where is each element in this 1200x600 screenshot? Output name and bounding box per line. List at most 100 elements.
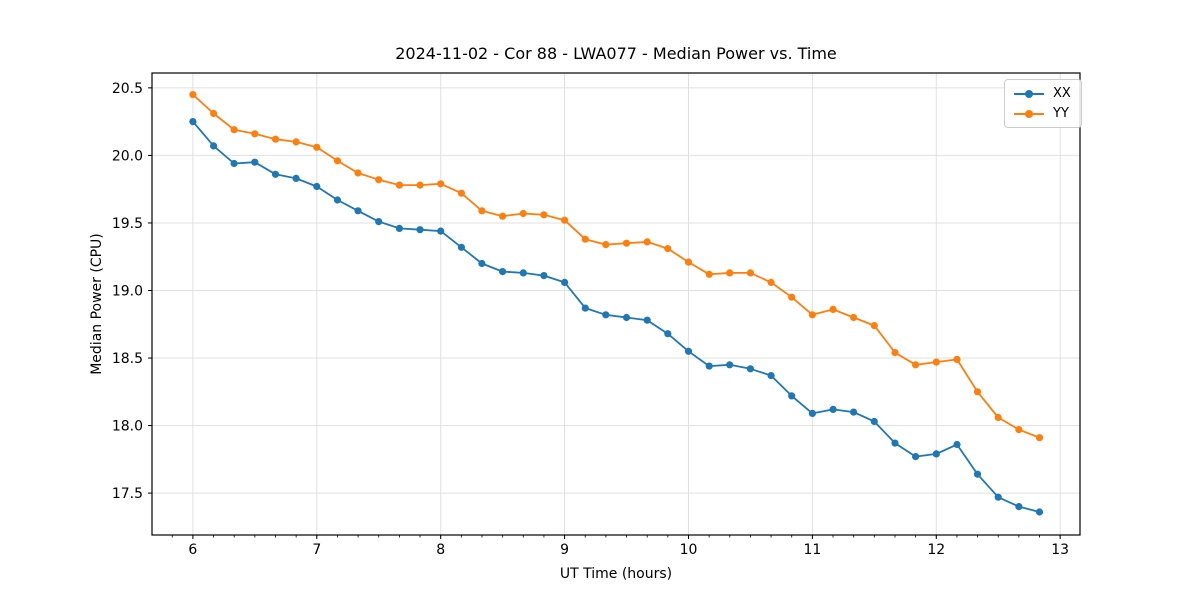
series-yy-marker [561, 216, 569, 224]
series-yy-marker [210, 109, 218, 118]
series-yy-marker [540, 211, 548, 219]
series-yy-marker [705, 270, 713, 278]
series-yy-marker [850, 313, 858, 322]
series-yy-marker [891, 349, 899, 357]
series-xx-marker [808, 409, 817, 417]
series-yy-marker [994, 413, 1002, 422]
series-yy-marker [581, 235, 589, 243]
series-yy-marker [726, 269, 734, 277]
series-xx-marker [499, 268, 507, 276]
y-tick-label: 19.0 [112, 283, 143, 299]
x-tick-label: 7 [312, 542, 321, 558]
x-tick-label: 10 [680, 542, 698, 558]
series-xx-marker [189, 118, 197, 126]
series-xx-marker [622, 313, 631, 322]
x-tick-label: 11 [803, 542, 821, 558]
series-xx-marker [746, 365, 755, 373]
series-xx-marker [891, 439, 899, 447]
legend-label-xx: XX [1053, 86, 1071, 101]
series-xx-marker [932, 450, 940, 458]
series-yy-marker [973, 388, 982, 396]
y-tick-label: 19.5 [112, 216, 143, 232]
series-yy-marker [478, 207, 486, 215]
series-xx-marker [767, 372, 775, 380]
series-yy-marker [230, 126, 238, 134]
series-yy-marker [1015, 426, 1023, 434]
series-xx-marker [643, 316, 651, 324]
series-xx-line [192, 121, 1040, 513]
series-xx-marker [581, 304, 589, 312]
series-xx-marker [416, 226, 424, 234]
series-yy-marker [1035, 434, 1044, 442]
legend-label-yy: YY [1053, 106, 1069, 121]
series-yy-marker [602, 241, 610, 249]
series-yy-marker [746, 269, 755, 277]
series-yy-marker [251, 130, 259, 138]
series-xx-marker [561, 278, 569, 286]
y-tick-label: 18.0 [112, 419, 143, 435]
series-yy-marker [684, 258, 693, 266]
series-yy-marker [437, 180, 445, 188]
series-xx-marker [705, 362, 713, 370]
series-xx-marker [437, 227, 445, 235]
y-tick-label: 17.5 [112, 486, 143, 502]
legend-line-marker-icon [1014, 86, 1044, 101]
series-xx-marker [973, 470, 982, 478]
x-tick-label: 8 [436, 542, 445, 558]
series-yy-marker [622, 239, 631, 247]
series-yy-marker [416, 181, 424, 189]
legend-item-yy: YY [1014, 106, 1071, 121]
x-tick-label: 9 [560, 542, 569, 558]
series-xx-marker [478, 259, 486, 268]
legend-dot-sample [1025, 109, 1033, 118]
series-xx-marker [829, 405, 837, 413]
legend-item-xx: XX [1014, 86, 1071, 101]
x-tick-label: 12 [927, 542, 945, 558]
series-xx-marker [850, 408, 858, 416]
series-xx-marker [726, 361, 734, 369]
series-xx-marker [230, 159, 238, 168]
legend-line-marker-icon [1014, 106, 1044, 121]
series-yy-marker [292, 138, 300, 146]
series-yy-marker [519, 209, 527, 218]
series-xx-marker [664, 330, 672, 338]
series-yy-marker [767, 278, 775, 286]
series-xx-marker [271, 170, 280, 178]
x-tick-label: 13 [1051, 542, 1069, 558]
series-yy-marker [808, 311, 817, 319]
series-xx-marker [1035, 508, 1044, 516]
series-yy-marker [189, 91, 197, 99]
series-xx-marker [251, 158, 259, 166]
series-xx-marker [684, 347, 693, 355]
series-xx-marker [953, 440, 961, 449]
y-tick-label: 20.5 [112, 81, 143, 97]
series-xx-marker [457, 243, 465, 251]
series-yy-marker [953, 355, 961, 363]
series-yy-marker [333, 157, 342, 165]
legend: XX YY [1004, 79, 1082, 128]
series-yy-marker [499, 212, 507, 220]
series-xx-marker [994, 493, 1002, 501]
series-xx-marker [1015, 503, 1023, 511]
series-yy-marker [788, 293, 796, 301]
series-yy-line [192, 93, 1040, 439]
y-tick-label: 20.0 [112, 148, 143, 164]
series-xx-marker [210, 142, 218, 150]
series-xx-marker [395, 224, 403, 232]
series-yy-marker [664, 245, 672, 253]
series-yy-marker [643, 238, 651, 246]
chart-title: 2024-11-02 - Cor 88 - LWA077 - Median Po… [395, 44, 837, 63]
y-tick-label: 18.5 [112, 351, 143, 367]
series-xx-marker [870, 417, 878, 426]
series-yy-marker [271, 135, 280, 143]
series-xx-marker [788, 392, 796, 400]
series-yy-marker [912, 361, 920, 369]
legend-dot-sample [1025, 89, 1033, 98]
series-xx-marker [313, 182, 321, 191]
series-xx-marker [354, 207, 362, 215]
series-xx-marker [602, 311, 610, 319]
series-yy-marker [829, 305, 837, 313]
series-yy-marker [870, 322, 878, 330]
